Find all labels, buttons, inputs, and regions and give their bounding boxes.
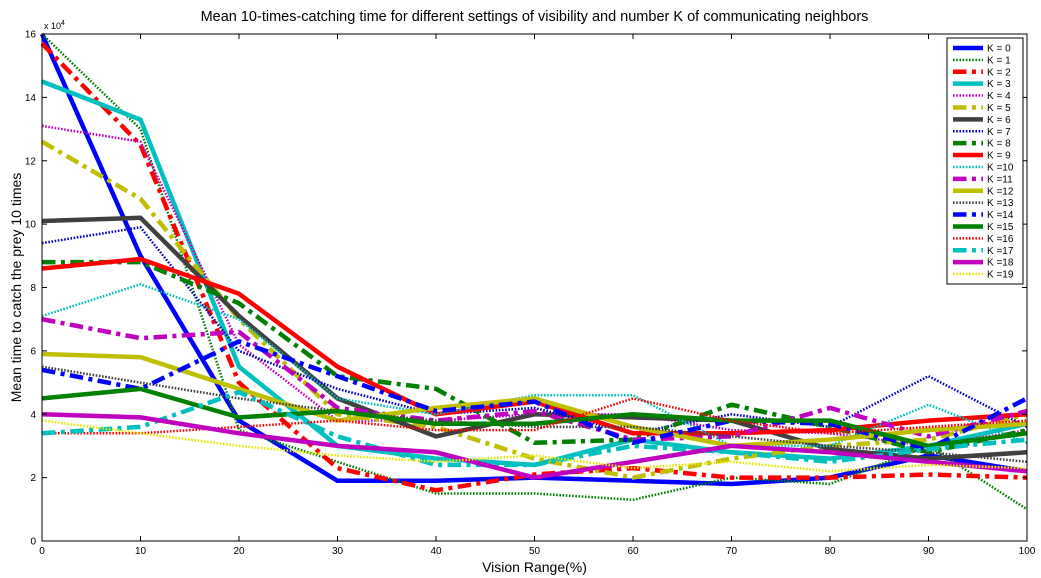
x-tick-label: 70 — [726, 546, 738, 557]
series-line-k7 — [41, 226, 1028, 435]
series-line-k8 — [42, 259, 1028, 455]
legend-label-k4: K = 4 — [987, 91, 1011, 102]
legend-label-k16: K =16 — [987, 234, 1014, 245]
legend-label-k14: K =14 — [987, 210, 1014, 221]
y-axis-label: Mean time to catch the prey 10 times — [8, 173, 24, 403]
legend-label-k7: K = 7 — [987, 127, 1011, 138]
x-tick-label: 30 — [332, 546, 344, 557]
y-axis-exponent-label: x 104 — [44, 20, 65, 31]
x-tick-label: 0 — [39, 546, 45, 557]
series-line-k2 — [40, 41, 1028, 493]
series-line-k11 — [41, 316, 1028, 442]
legend-label-k15: K =15 — [987, 222, 1014, 233]
series-line-k18 — [41, 412, 1028, 480]
legend-label-k8: K = 8 — [987, 139, 1011, 150]
legend-box — [946, 37, 1024, 285]
series-lines — [39, 33, 1029, 511]
y-tick-label: 6 — [30, 346, 36, 357]
x-tick-label: 80 — [824, 546, 836, 557]
y-axis-exponent-power: 4 — [61, 20, 65, 27]
y-tick-label: 2 — [30, 473, 36, 484]
legend-label-k2: K = 2 — [987, 67, 1011, 78]
legend: K = 0K = 1K = 2K = 3K = 4K = 5K = 6K = 7… — [946, 37, 1024, 285]
series-line-k12 — [41, 351, 1028, 449]
legend-label-k10: K =10 — [987, 162, 1014, 173]
legend-label-k11: K =11 — [987, 174, 1013, 185]
legend-label-k13: K =13 — [987, 198, 1014, 209]
legend-label-k0: K = 0 — [987, 43, 1011, 54]
x-axis-label: Vision Range(%) — [482, 559, 587, 575]
x-axis-ticks: 0 10 20 30 40 50 60 70 80 90 100 — [39, 34, 1036, 557]
chart-title: Mean 10-times-catching time for differen… — [201, 9, 869, 25]
y-tick-label: 0 — [30, 537, 36, 548]
x-tick-label: 10 — [135, 546, 147, 557]
series-line-k1 — [41, 33, 1028, 511]
legend-label-k17: K =17 — [987, 246, 1014, 257]
legend-label-k18: K =18 — [987, 258, 1014, 269]
legend-label-k9: K = 9 — [987, 151, 1011, 162]
y-tick-label: 16 — [25, 30, 37, 41]
legend-label-k6: K = 6 — [987, 115, 1011, 126]
x-tick-label: 90 — [923, 546, 935, 557]
x-tick-label: 100 — [1019, 546, 1036, 557]
y-axis-ticks: 0 2 4 6 8 10 12 14 16 — [25, 30, 1027, 548]
x-tick-label: 40 — [430, 546, 442, 557]
y-axis-exponent-base: x 10 — [44, 21, 61, 31]
y-tick-label: 12 — [25, 156, 37, 167]
series-line-k5 — [40, 139, 1028, 480]
y-tick-label: 10 — [25, 220, 37, 231]
legend-label-k19: K =19 — [987, 270, 1014, 281]
legend-label-k5: K = 5 — [987, 103, 1011, 114]
y-tick-label: 4 — [30, 410, 36, 421]
series-line-k15 — [41, 386, 1028, 449]
legend-label-k1: K = 1 — [987, 55, 1011, 66]
series-line-k13 — [41, 365, 1028, 464]
x-tick-label: 60 — [627, 546, 639, 557]
y-tick-label: 14 — [25, 93, 37, 104]
x-tick-label: 20 — [233, 546, 245, 557]
legend-label-k12: K =12 — [987, 186, 1014, 197]
legend-label-k3: K = 3 — [987, 79, 1011, 90]
y-tick-label: 8 — [30, 283, 36, 294]
x-tick-label: 50 — [529, 546, 541, 557]
